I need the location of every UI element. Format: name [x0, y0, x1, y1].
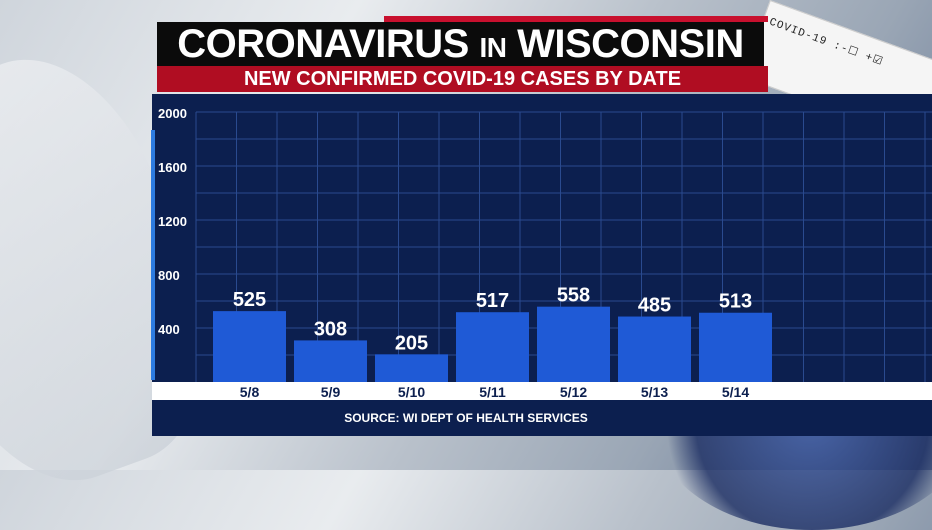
bar: [699, 312, 772, 382]
footer-panel: [152, 400, 932, 436]
data-label: 525: [233, 289, 266, 311]
data-label: 558: [557, 285, 590, 307]
title-connector: IN: [479, 32, 507, 63]
x-tick-label: 5/8: [240, 384, 260, 400]
x-tick-label: 5/13: [641, 384, 668, 400]
data-label: 205: [395, 332, 428, 354]
x-tick-label: 5/9: [321, 384, 341, 400]
chart-accent-line: [151, 130, 155, 380]
bar: [375, 354, 448, 382]
bar: [456, 312, 529, 382]
y-tick-label: 1200: [158, 214, 187, 229]
data-label: 485: [638, 295, 671, 317]
data-label: 517: [476, 290, 509, 312]
bar: [618, 316, 691, 382]
x-tick-label: 5/14: [722, 384, 749, 400]
title-state: WISCONSIN: [517, 22, 744, 66]
title-main: CORONAVIRUS: [177, 22, 469, 66]
title-background: [157, 22, 764, 66]
x-tick-label: 5/12: [560, 384, 587, 400]
y-tick-label: 800: [158, 268, 180, 283]
y-tick-label: 1600: [158, 160, 187, 175]
bar: [294, 340, 367, 382]
title-accent-bar: [384, 16, 768, 22]
x-tick-label: 5/10: [398, 384, 425, 400]
data-label: 513: [719, 291, 752, 313]
data-label: 308: [314, 318, 347, 340]
page-title: CORONAVIRUS IN WISCONSIN: [157, 22, 764, 66]
page-subtitle: NEW CONFIRMED COVID-19 CASES BY DATE: [243, 68, 682, 90]
bar-chart: 400 800 1200 1600 2000 525 5/8 308 5/9 205 5/10 517…: [158, 106, 932, 400]
bar: [537, 306, 610, 382]
subtitle-background: [157, 66, 768, 92]
y-tick-label: 400: [158, 322, 180, 337]
x-tick-label: 5/11: [479, 384, 506, 400]
x-axis-band: [152, 382, 932, 400]
y-tick-label: 2000: [158, 106, 187, 121]
bar: [213, 311, 286, 382]
source-note: SOURCE: WI DEPT OF HEALTH SERVICES: [344, 411, 588, 425]
